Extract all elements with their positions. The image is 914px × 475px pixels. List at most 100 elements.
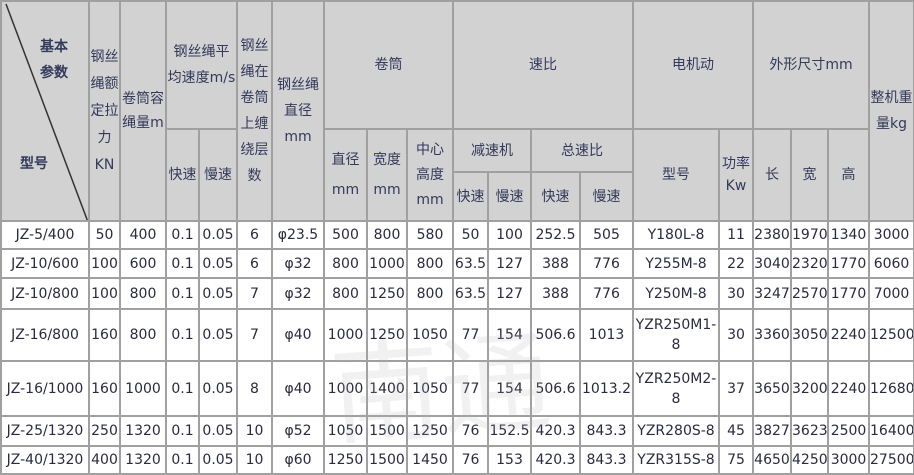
table-cell: 152.5 <box>487 415 532 447</box>
table-cell: 0.1 <box>165 220 200 250</box>
table-cell: 1400 <box>366 360 408 417</box>
table-cell: φ32 <box>271 277 325 310</box>
table-cell: 37 <box>718 360 754 417</box>
table-cell: φ60 <box>271 445 325 475</box>
table-cell: JZ-10/600 <box>0 248 90 279</box>
table-cell: 3000 <box>826 445 871 475</box>
table-cell: 580 <box>406 220 454 250</box>
table-cell: 1320 <box>119 445 167 475</box>
motor-header: 电机动 <box>632 0 754 130</box>
drum-header: 卷筒 <box>323 0 454 130</box>
table-cell: 4650 <box>752 445 792 475</box>
reducer-fast-header: 快速 <box>452 171 489 222</box>
table-cell: 800 <box>119 308 167 362</box>
table-cell: 3623 <box>790 415 829 447</box>
rope-speed-header: 钢丝绳平均速度m/s <box>165 0 238 130</box>
table-cell: 506.6 <box>530 360 581 417</box>
table-cell: 100 <box>88 248 121 279</box>
table-cell: 16400 <box>868 415 914 447</box>
table-cell: 1000 <box>366 248 408 279</box>
table-cell: 0.05 <box>198 445 238 475</box>
table-cell: 1500 <box>366 445 408 475</box>
table-cell: YZR315S-8 <box>632 445 720 475</box>
table-cell: 50 <box>452 220 489 250</box>
table-cell: 1000 <box>119 360 167 417</box>
table-cell: JZ-16/1000 <box>0 360 90 417</box>
table-cell: 75 <box>718 445 754 475</box>
table-cell: 1000 <box>323 308 368 362</box>
table-cell: 3360 <box>752 308 792 362</box>
table-cell: 3200 <box>790 360 829 417</box>
table-cell: 11 <box>718 220 754 250</box>
table-cell: 250 <box>88 415 121 447</box>
table-cell: 0.05 <box>198 360 238 417</box>
table-cell: 1500 <box>366 415 408 447</box>
table-cell: JZ-5/400 <box>0 220 90 250</box>
table-cell: 100 <box>487 220 532 250</box>
table-cell: 1770 <box>826 277 871 310</box>
table-cell: 2570 <box>790 277 829 310</box>
table-cell: 3040 <box>752 248 792 279</box>
table-cell: 10 <box>236 415 273 447</box>
table-cell: 100 <box>88 277 121 310</box>
table-cell: Y250M-8 <box>632 277 720 310</box>
rope-diameter-header: 钢丝绳直径mm <box>271 0 325 222</box>
table-row: JZ-5/400 50 400 0.1 0.05 6 φ23.5 500 800 580 50 100… <box>0 220 914 250</box>
table-cell: φ52 <box>271 415 325 447</box>
table-cell: 800 <box>406 277 454 310</box>
table-cell: 1320 <box>119 415 167 447</box>
table-cell: 420.3 <box>530 445 581 475</box>
table-cell: 1050 <box>406 360 454 417</box>
corner-header: 基本参数 型号 <box>0 0 90 222</box>
table-cell: 3827 <box>752 415 792 447</box>
table-cell: 2500 <box>826 415 871 447</box>
table-cell: 3000 <box>868 220 914 250</box>
table-cell: 776 <box>579 277 634 310</box>
table-cell: 0.1 <box>165 415 200 447</box>
total-fast-header: 快速 <box>530 171 581 222</box>
table-cell: 0.1 <box>165 360 200 417</box>
table-cell: 500 <box>323 220 368 250</box>
table-cell: 154 <box>487 308 532 362</box>
table-cell: 800 <box>323 277 368 310</box>
table-cell: 12500 <box>868 308 914 362</box>
table-cell: Y255M-8 <box>632 248 720 279</box>
table-cell: 1013.2 <box>579 360 634 417</box>
table-cell: 3247 <box>752 277 792 310</box>
table-cell: 0.1 <box>165 277 200 310</box>
table-cell: 8 <box>236 360 273 417</box>
length-header: 长 <box>752 128 792 222</box>
motor-model-header: 型号 <box>632 128 720 222</box>
motor-power-header: 功率Kw <box>718 128 754 222</box>
table-cell: 7 <box>236 277 273 310</box>
table-cell: φ40 <box>271 308 325 362</box>
table-row: JZ-40/1320 400 1320 0.1 0.05 10 φ60 1250 1500 145… <box>0 445 914 475</box>
table-cell: 843.3 <box>579 445 634 475</box>
table-cell: 600 <box>119 248 167 279</box>
table-cell: 30 <box>718 277 754 310</box>
table-cell: 1250 <box>406 415 454 447</box>
table-cell: JZ-40/1320 <box>0 445 90 475</box>
reducer-header: 减速机 <box>452 128 532 173</box>
table-cell: 800 <box>406 248 454 279</box>
table-cell: YZR250M2-8 <box>632 360 720 417</box>
table-cell: 160 <box>88 360 121 417</box>
table-cell: 800 <box>323 248 368 279</box>
table-cell: 843.3 <box>579 415 634 447</box>
corner-bottom-label: 型号 <box>20 156 48 172</box>
drum-width-header: 宽度mm <box>366 128 408 222</box>
table-cell: JZ-25/1320 <box>0 415 90 447</box>
table-row: JZ-10/600 100 600 0.1 0.05 6 φ32 800 1000 800 63.5… <box>0 248 914 279</box>
table-row: JZ-25/1320 250 1320 0.1 0.05 10 φ52 1050 1500 125… <box>0 415 914 447</box>
table-cell: 0.05 <box>198 277 238 310</box>
ratio-header: 速比 <box>452 0 634 130</box>
table-cell: 252.5 <box>530 220 581 250</box>
height-header: 高 <box>826 128 871 222</box>
rope-layers-header: 钢丝绳在卷筒上缠绕层数 <box>236 0 273 222</box>
corner-top-label: 基本参数 <box>40 39 68 81</box>
table-cell: YZR250M1-8 <box>632 308 720 362</box>
table-cell: 50 <box>88 220 121 250</box>
table-cell: 800 <box>119 277 167 310</box>
table-cell: 27500 <box>868 445 914 475</box>
